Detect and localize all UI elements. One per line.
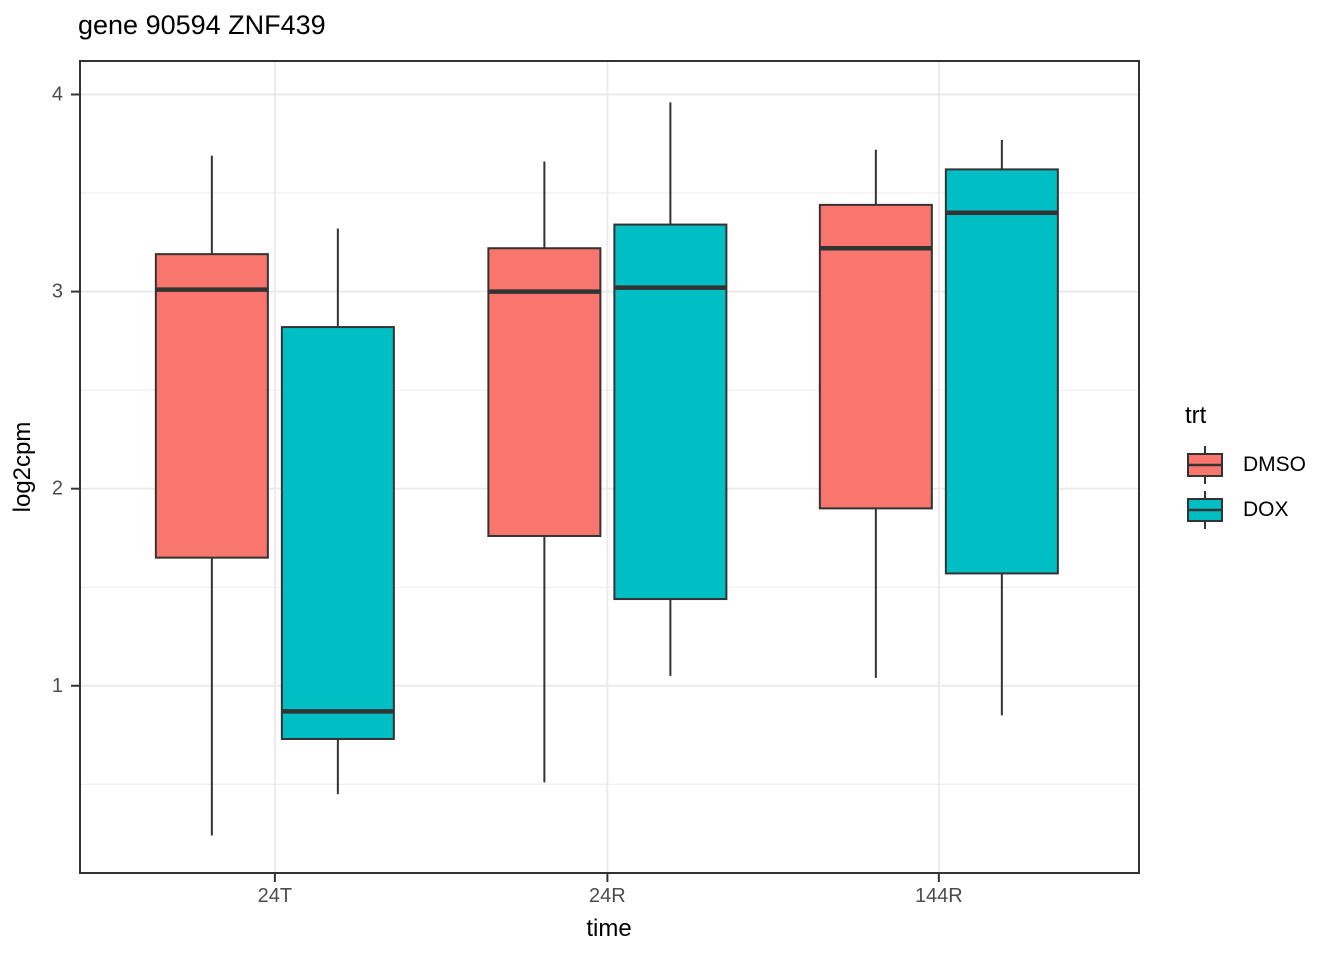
legend-key-dox-boxplot-icon [1187,491,1223,529]
y-tick-label: 4 [52,84,63,106]
y-tick-label: 2 [52,478,63,500]
x-tick-label: 144R [915,885,963,907]
y-tick-label: 3 [52,281,63,303]
box-dox-24r [613,223,728,601]
box-dmso-24t [154,253,269,559]
panel-border [79,60,1140,874]
box-dox-24t [280,326,395,740]
legend: trt DMSO DOX [1185,402,1306,533]
legend-item-dmso: DMSO [1185,443,1306,487]
box-dmso-24r [487,247,602,537]
y-tick-label: 1 [52,675,63,697]
x-axis-title: time [586,915,632,942]
x-tick-label: 24R [589,885,626,907]
legend-title: trt [1185,402,1207,429]
x-tick-label: 24T [258,885,292,907]
legend-label-dox: DOX [1243,498,1289,521]
legend-label-dmso: DMSO [1243,453,1306,476]
y-axis-title: log2cpm [9,421,36,513]
legend-item-dox: DOX [1185,488,1306,532]
box-dmso-144r [818,203,933,510]
legend-key-dmso-boxplot-icon [1187,446,1223,484]
chart-title: gene 90594 ZNF439 [78,10,326,40]
box-dox-144r [944,168,1059,575]
